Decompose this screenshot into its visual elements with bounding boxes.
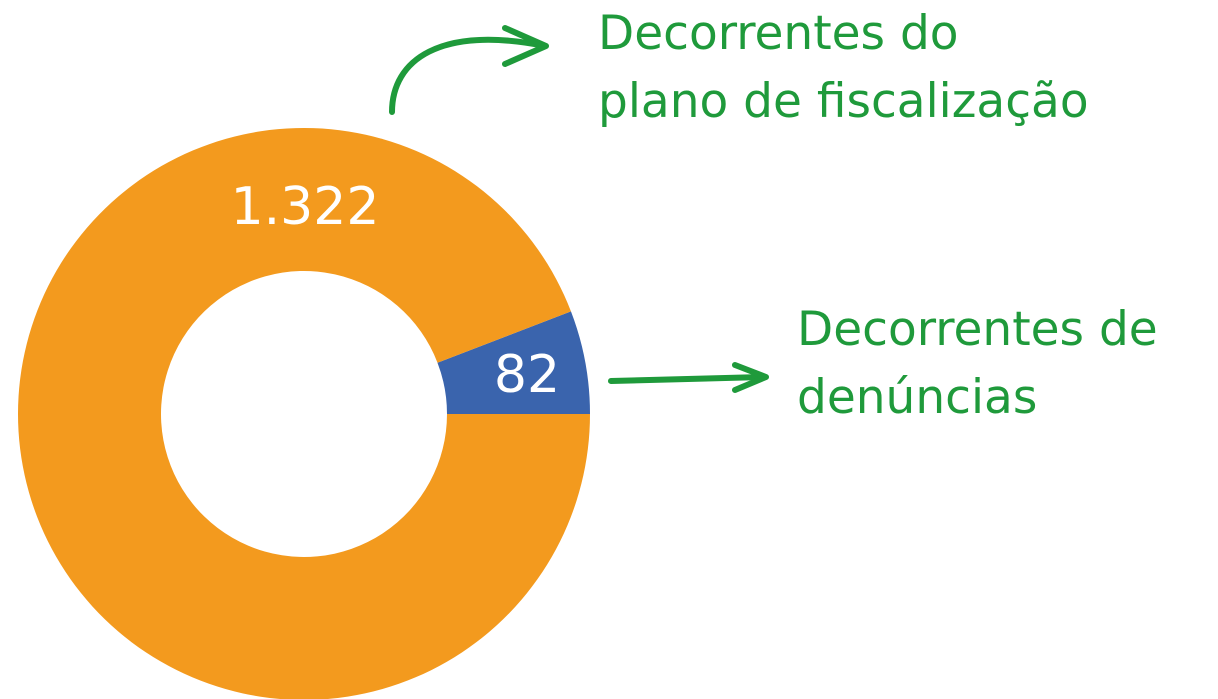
arrow-line [608, 374, 768, 384]
legend-label: Decorrentes de denúncias [797, 302, 1158, 425]
arrow-head [732, 362, 769, 393]
arrow-curve [389, 36, 548, 115]
arrow-head [502, 25, 549, 67]
donut-slice [18, 128, 590, 699]
value-label: 82 [494, 345, 560, 405]
donut-slice [437, 311, 590, 414]
value-label: 1.322 [231, 177, 380, 237]
legend-label: Decorrentes do plano de fiscalização [598, 6, 1089, 129]
arrows [389, 25, 769, 393]
